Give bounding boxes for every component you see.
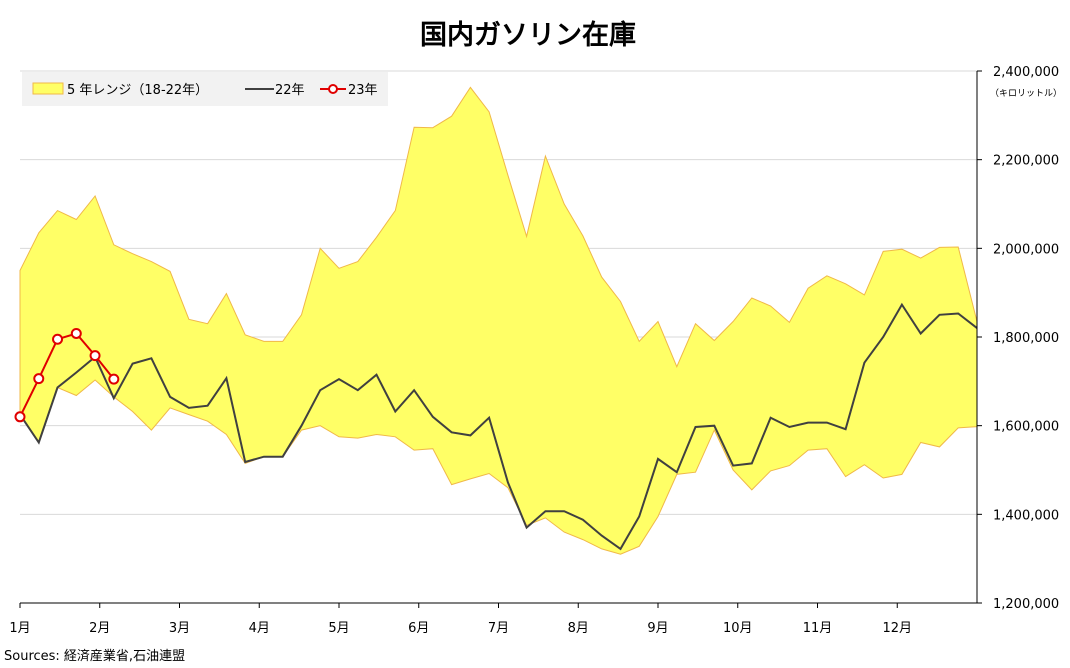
series-23-point xyxy=(33,373,45,385)
legend: 5 年レンジ（18-22年） 22年 23年 xyxy=(22,72,388,106)
series-23-point xyxy=(89,350,101,362)
series-23-point xyxy=(70,327,82,339)
x-tick-label: 1月 xyxy=(9,621,30,636)
x-tick-label: 8月 xyxy=(568,621,589,636)
x-axis-ticks: 1月 2月 3月 4月 5月 6月 7月 8月 9月 10月 11月 12月 xyxy=(9,603,912,636)
source-note: Sources: 経済産業省,石油連盟 xyxy=(4,648,185,664)
legend-label-range: 5 年レンジ（18-22年） xyxy=(67,83,208,98)
legend-swatch-range xyxy=(32,82,64,95)
y-tick-label: 2,400,000 xyxy=(993,65,1059,80)
series-23-point xyxy=(108,373,120,385)
x-tick-label: 4月 xyxy=(249,621,270,636)
y-tick-label: 2,000,000 xyxy=(993,242,1059,257)
x-tick-label: 11月 xyxy=(803,621,833,636)
legend-label-23: 23年 xyxy=(348,83,378,98)
y-tick-label: 2,200,000 xyxy=(993,154,1059,169)
x-tick-label: 3月 xyxy=(169,621,190,636)
y-tick-label: 1,600,000 xyxy=(993,420,1059,435)
series-lines xyxy=(14,302,978,551)
series-23-point xyxy=(14,411,26,423)
y-unit-label: （キロリットル） xyxy=(990,88,1062,99)
chart-title: 国内ガソリン在庫 xyxy=(420,20,636,51)
x-tick-label: 5月 xyxy=(328,621,349,636)
series-23-point xyxy=(52,333,64,345)
x-tick-label: 12月 xyxy=(882,621,912,636)
five-year-range-band xyxy=(19,86,978,555)
x-tick-label: 6月 xyxy=(408,621,429,636)
series-22-line xyxy=(19,302,978,551)
range-band-area xyxy=(19,86,978,555)
y-tick-label: 1,400,000 xyxy=(993,508,1059,523)
legend-label-22: 22年 xyxy=(275,83,305,98)
legend-swatch-23-marker xyxy=(328,84,338,94)
y-tick-label: 1,800,000 xyxy=(993,331,1059,346)
x-tick-label: 7月 xyxy=(488,621,509,636)
y-axis-ticks: 1,200,000 1,400,000 1,600,000 1,800,000 2,00… xyxy=(977,65,1059,612)
x-tick-label: 10月 xyxy=(723,621,753,636)
x-tick-label: 9月 xyxy=(647,621,668,636)
y-tick-label: 1,200,000 xyxy=(993,597,1059,612)
x-tick-label: 2月 xyxy=(89,621,110,636)
